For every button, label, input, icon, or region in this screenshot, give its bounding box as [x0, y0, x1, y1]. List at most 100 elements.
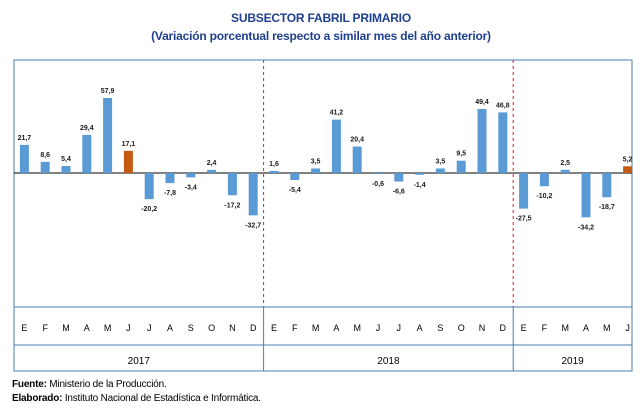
bar: [477, 109, 487, 173]
month-tick-label: M: [312, 323, 320, 333]
month-tick-label: E: [271, 323, 277, 333]
month-tick-label: J: [376, 323, 381, 333]
bar: [519, 173, 529, 209]
bar: [144, 173, 154, 200]
bar-value-label: -5,4: [289, 187, 301, 194]
elaborated-text: Instituto Nacional de Estadística e Info…: [62, 393, 261, 404]
bar: [623, 166, 633, 173]
bar: [40, 161, 50, 173]
month-tick-label: N: [229, 323, 236, 333]
month-tick-label: J: [625, 323, 630, 333]
bar-value-label: 3,5: [311, 158, 321, 165]
bar: [539, 173, 549, 187]
month-tick-label: D: [250, 323, 257, 333]
month-tick-label: F: [542, 323, 548, 333]
bar: [498, 112, 508, 173]
bar: [456, 160, 466, 173]
bar-value-label: 29,4: [80, 125, 94, 132]
month-tick-label: S: [188, 323, 194, 333]
year-label: 2017: [128, 356, 151, 367]
bar: [61, 166, 71, 173]
month-tick-label: O: [208, 323, 215, 333]
month-tick-label: A: [417, 323, 423, 333]
month-tick-label: M: [62, 323, 70, 333]
bar-value-label: 2,5: [560, 160, 570, 167]
bar-value-label: 49,4: [475, 99, 489, 106]
footer-elaborated: Elaborado: Instituto Nacional de Estadís…: [12, 393, 261, 404]
month-tick-label: A: [84, 323, 90, 333]
bar-value-label: 8,6: [40, 152, 50, 159]
month-tick-label: A: [333, 323, 339, 333]
month-tick-label: E: [521, 323, 527, 333]
bar-value-label: -20,2: [141, 206, 157, 213]
bar: [186, 173, 196, 178]
bar: [394, 173, 404, 182]
bar-value-label: 5,4: [61, 156, 71, 163]
bar: [227, 173, 237, 196]
month-tick-label: M: [353, 323, 361, 333]
month-tick-label: F: [42, 323, 48, 333]
month-tick-label: O: [458, 323, 465, 333]
month-tick-label: J: [126, 323, 131, 333]
bar: [435, 168, 445, 173]
month-tick-label: J: [397, 323, 402, 333]
bar: [415, 173, 425, 175]
bar-value-label: -17,2: [224, 202, 240, 209]
month-tick-label: J: [147, 323, 152, 333]
bar: [103, 98, 113, 173]
bar-value-label: 46,8: [496, 102, 510, 109]
chart-subtitle: (Variación porcentual respecto a similar…: [151, 29, 491, 43]
month-tick-label: F: [292, 323, 298, 333]
bar: [331, 119, 341, 173]
month-tick-label: E: [21, 323, 27, 333]
bar-value-label: 5,2: [623, 156, 633, 163]
month-tick-label: M: [104, 323, 112, 333]
bar: [248, 173, 258, 216]
bar-value-label: -1,4: [414, 182, 426, 189]
bar-value-label: -34,2: [578, 224, 594, 231]
bar-value-label: 21,7: [18, 135, 32, 142]
bar: [352, 146, 362, 173]
bar: [602, 173, 612, 198]
bar: [373, 173, 383, 174]
month-tick-label: A: [583, 323, 589, 333]
bar-value-label: -3,4: [185, 184, 197, 191]
source-label: Fuente:: [12, 379, 47, 390]
source-text: Ministerio de la Producción.: [46, 379, 167, 390]
bar: [581, 173, 591, 218]
year-label: 2018: [377, 356, 400, 367]
month-tick-label: M: [561, 323, 569, 333]
elaborated-label: Elaborado:: [12, 393, 63, 404]
month-tick-label: M: [603, 323, 611, 333]
bar-value-label: 20,4: [350, 137, 364, 144]
bar-value-label: 9,5: [456, 151, 466, 158]
bar: [560, 169, 570, 173]
month-tick-label: D: [500, 323, 507, 333]
bar-value-label: -18,7: [599, 204, 615, 211]
bar-value-label: -7,8: [164, 190, 176, 197]
bar-value-label: 2,4: [207, 160, 217, 167]
bar: [290, 173, 300, 180]
year-label: 2019: [561, 356, 584, 367]
month-tick-label: S: [437, 323, 443, 333]
bar: [19, 144, 29, 173]
chart-title: SUBSECTOR FABRIL PRIMARIO: [231, 11, 411, 25]
bar: [123, 150, 133, 173]
bar-value-label: -0,6: [372, 181, 384, 188]
month-tick-label: N: [479, 323, 486, 333]
bar-value-label: 57,9: [101, 88, 115, 95]
bar-value-label: 1,6: [269, 161, 279, 168]
bar-value-label: -27,5: [516, 216, 532, 223]
bar: [165, 173, 175, 184]
bar-value-label: -6,6: [393, 189, 405, 196]
bar-value-label: -32,7: [245, 222, 261, 229]
month-tick-label: A: [167, 323, 173, 333]
footer-source: Fuente: Ministerio de la Producción.: [12, 379, 167, 390]
bar: [269, 170, 279, 173]
bar-value-label: 17,1: [122, 141, 136, 148]
bar-value-label: 3,5: [436, 158, 446, 165]
plot-frame: [13, 59, 633, 372]
bar: [82, 134, 92, 173]
bar-value-label: 41,2: [330, 110, 344, 117]
